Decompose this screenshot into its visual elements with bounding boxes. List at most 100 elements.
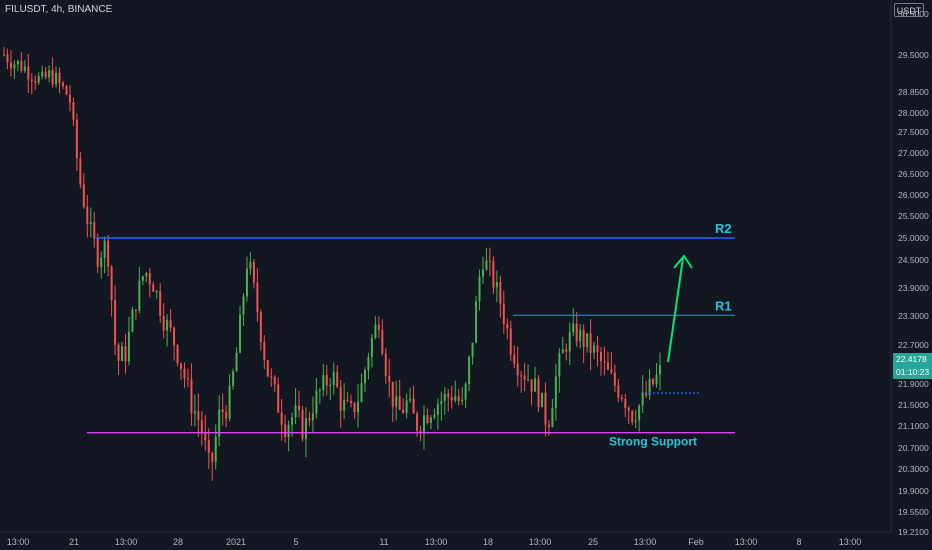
candle-body bbox=[329, 384, 332, 386]
candle-body bbox=[79, 158, 82, 185]
candle-body bbox=[20, 61, 23, 71]
price-axis-label: 19.9000 bbox=[898, 486, 929, 496]
price-axis-label: 25.5000 bbox=[898, 211, 929, 221]
candle-body bbox=[509, 328, 512, 355]
candle-body bbox=[540, 392, 543, 407]
candle-body bbox=[513, 354, 516, 364]
candle-body bbox=[107, 240, 110, 267]
candle-body bbox=[287, 424, 290, 438]
candle-body bbox=[360, 383, 363, 402]
candle-body bbox=[93, 222, 96, 239]
candle-body bbox=[48, 70, 51, 78]
candle-body bbox=[561, 349, 564, 354]
candle-body bbox=[346, 399, 349, 401]
candle-body bbox=[58, 72, 61, 83]
candle-body bbox=[190, 379, 193, 414]
candle-body bbox=[41, 71, 44, 77]
time-axis-label: 25 bbox=[588, 537, 598, 547]
countdown-tag: 01:10:23 bbox=[893, 366, 932, 379]
candle-body bbox=[502, 304, 505, 325]
currency-badge[interactable]: USDT bbox=[894, 3, 924, 17]
candle-body bbox=[204, 432, 207, 441]
candle-body bbox=[461, 399, 464, 402]
projection-arrow-shaft bbox=[667, 257, 684, 363]
candle-body bbox=[280, 412, 283, 425]
candle-body bbox=[166, 319, 169, 331]
candle-body bbox=[485, 260, 488, 270]
candle-body bbox=[554, 376, 557, 408]
candle-body bbox=[245, 268, 248, 297]
price-axis-label: 24.5000 bbox=[898, 255, 929, 265]
candle-body bbox=[398, 396, 401, 410]
candle-body bbox=[162, 315, 165, 331]
time-axis-label: 13:00 bbox=[115, 537, 138, 547]
candle-body bbox=[298, 405, 301, 410]
time-axis-label: 18 bbox=[483, 537, 493, 547]
candle-body bbox=[9, 62, 12, 69]
r1-label: R1 bbox=[715, 298, 732, 313]
price-axis-label: 29.5000 bbox=[898, 50, 929, 60]
time-axis-label: 13:00 bbox=[839, 537, 862, 547]
candle-body bbox=[180, 363, 183, 369]
candle-body bbox=[582, 329, 585, 348]
candle-body bbox=[211, 452, 214, 462]
candle-body bbox=[488, 260, 491, 262]
candle-body bbox=[565, 349, 568, 352]
candle-body bbox=[235, 352, 238, 372]
candle-body bbox=[23, 66, 26, 71]
candle-body bbox=[440, 401, 443, 405]
candle-body bbox=[332, 371, 335, 385]
price-axis-label: 26.5000 bbox=[898, 169, 929, 179]
candle-body bbox=[596, 345, 599, 353]
candle-body bbox=[384, 353, 387, 376]
candle-body bbox=[634, 420, 637, 423]
candle-body bbox=[558, 353, 561, 377]
r2-label: R2 bbox=[715, 221, 732, 236]
candle-body bbox=[44, 71, 47, 78]
candle-body bbox=[263, 342, 266, 361]
candle-body bbox=[374, 324, 377, 338]
candle-body bbox=[131, 309, 134, 332]
candle-body bbox=[613, 372, 616, 386]
candle-body bbox=[339, 386, 342, 411]
time-axis-label: 8 bbox=[796, 537, 801, 547]
candle-body bbox=[357, 401, 360, 413]
candle-body bbox=[110, 266, 113, 301]
candle-body bbox=[627, 407, 630, 412]
price-axis-label: 20.3000 bbox=[898, 464, 929, 474]
time-axis-label: 5 bbox=[293, 537, 298, 547]
candle-body bbox=[343, 399, 346, 411]
candle-body bbox=[193, 411, 196, 414]
candle-body bbox=[506, 324, 509, 329]
candle-body bbox=[315, 390, 318, 414]
candle-body bbox=[620, 397, 623, 399]
candle-body bbox=[62, 82, 65, 87]
candle-body bbox=[252, 261, 255, 283]
candle-body bbox=[433, 414, 436, 418]
candle-body bbox=[200, 420, 203, 433]
symbol-title: FILUSDT, 4h, BINANCE bbox=[5, 4, 113, 15]
candle-body bbox=[138, 280, 141, 311]
candle-body bbox=[568, 332, 571, 352]
candle-body bbox=[294, 405, 297, 417]
candle-body bbox=[537, 378, 540, 407]
price-axis-label: 28.0000 bbox=[898, 108, 929, 118]
candle-body bbox=[173, 327, 176, 346]
candle-body bbox=[624, 398, 627, 408]
price-axis-label: 30.5000 bbox=[898, 9, 929, 19]
candle-body bbox=[534, 378, 537, 392]
candle-body bbox=[114, 300, 117, 345]
candle-body bbox=[499, 281, 502, 305]
candle-body bbox=[547, 424, 550, 427]
candle-body bbox=[530, 379, 533, 392]
candle-body bbox=[249, 261, 252, 269]
candle-body bbox=[273, 377, 276, 385]
candle-body bbox=[478, 276, 481, 302]
candle-body bbox=[454, 396, 457, 401]
candle-body bbox=[412, 398, 415, 414]
candle-body bbox=[301, 409, 304, 439]
candle-body bbox=[284, 424, 287, 438]
candle-body bbox=[96, 238, 99, 268]
candle-body bbox=[606, 362, 609, 370]
